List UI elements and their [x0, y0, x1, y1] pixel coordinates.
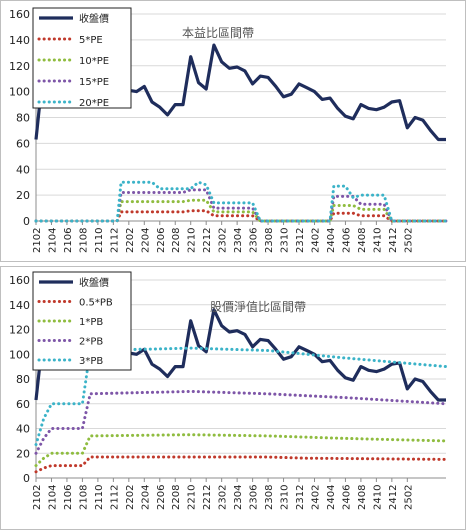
pb-chart-y-tick-label: 80 — [16, 373, 30, 386]
pb-chart-x-tick-label: 2304 — [233, 485, 244, 510]
pb-chart-x-tick-label: 2108 — [78, 485, 89, 510]
pb-chart-x-tick-label: 2310 — [280, 485, 291, 510]
pe-chart-legend-label: 10*PE — [79, 56, 109, 67]
pe-chart-y-tick-label: 40 — [16, 163, 30, 176]
pb-chart-x-tick-label: 2112 — [109, 485, 120, 510]
pe-chart-x-tick-label: 2410 — [372, 228, 383, 253]
pe-chart-y-tick-label: 20 — [16, 189, 30, 202]
pe-chart-x-tick-label: 2304 — [233, 228, 244, 253]
pe-band-chart-svg: 0 20 40 60 80 100 120 140 160 2102 2104 2106 2108 211… — [0, 0, 466, 262]
pe-chart-x-tick-label: 2404 — [326, 228, 337, 253]
pe-chart-x-tick-label: 2210 — [187, 228, 198, 253]
pe-chart-x-tick-label: 2206 — [156, 228, 167, 253]
pb-band-chart-svg: 0 20 40 60 80 100 120 140 160 2102 2104 2106 2108 211… — [0, 266, 466, 530]
pe-chart-y-tick-label: 140 — [9, 34, 30, 47]
pe-chart-x-tick-label: 2302 — [218, 228, 229, 253]
pe-chart-x-tick-label: 2406 — [341, 228, 352, 253]
pb-chart-x-tick-label: 2106 — [63, 485, 74, 510]
pe-chart-x-tick-label: 2306 — [249, 228, 260, 253]
pb-chart-legend-label: 2*PB — [79, 337, 103, 348]
pe-band-chart: 0 20 40 60 80 100 120 140 160 2102 2104 2106 2108 211… — [0, 0, 466, 262]
pb-chart-x-tick-label: 2212 — [202, 485, 213, 510]
pb-band-chart: 0 20 40 60 80 100 120 140 160 2102 2104 2106 2108 211… — [0, 266, 466, 530]
pe-chart-x-tick-label: 2104 — [47, 228, 58, 253]
pb-chart-y-tick-label: 120 — [9, 324, 30, 337]
pb-chart-x-tick-label: 2104 — [47, 485, 58, 510]
pb-chart-x-tick-label: 2312 — [295, 485, 306, 510]
pe-chart-x-tick-label: 2408 — [357, 228, 368, 253]
pe-chart-y-tick-label: 80 — [16, 112, 30, 125]
pb-chart-series-1 — [34, 455, 448, 474]
pb-chart-legend-label: 0.5*PB — [79, 298, 113, 309]
pe-chart-x-tick-label: 2502 — [403, 228, 414, 253]
pe-chart-y-tick-label: 60 — [16, 137, 30, 150]
pb-chart-legend-label: 3*PB — [79, 356, 103, 367]
pe-chart-x-tick-label: 2108 — [78, 228, 89, 253]
pb-chart-x-tick-label: 2206 — [156, 485, 167, 510]
pe-chart-y-tick-label: 100 — [9, 86, 30, 99]
pe-chart-legend-label: 20*PE — [79, 98, 109, 109]
pe-chart-x-tick-label: 2102 — [32, 228, 43, 253]
pe-chart-x-tick-label: 2310 — [280, 228, 291, 253]
pb-chart-x-tick-label: 2102 — [32, 485, 43, 510]
pb-chart-x-tick-label: 2110 — [94, 485, 105, 510]
pb-chart-x-tick-label: 2410 — [372, 485, 383, 510]
pe-chart-series-1 — [34, 209, 448, 223]
pb-chart-y-tick-label: 60 — [16, 398, 30, 411]
pe-chart-x-tick-label: 2312 — [295, 228, 306, 253]
pb-chart-x-tick-label: 2208 — [171, 485, 182, 510]
pe-chart-legend-label: 收盤價 — [79, 12, 109, 25]
pe-chart-x-tick-label: 2204 — [140, 228, 151, 253]
pb-chart-y-tick-label: 40 — [16, 423, 30, 436]
pb-chart-x-tick-label: 2210 — [187, 485, 198, 510]
pe-chart-x-tick-label: 2208 — [171, 228, 182, 253]
pb-chart-x-tick-label: 2502 — [403, 485, 414, 510]
pe-chart-x-tick-label: 2412 — [388, 228, 399, 253]
pe-chart-legend-label: 5*PE — [79, 35, 103, 46]
pe-chart-x-tick-label: 2402 — [310, 228, 321, 253]
pb-chart-series-3 — [34, 389, 448, 455]
pe-chart-x-tick-label: 2112 — [109, 228, 120, 253]
pe-chart-series-4 — [34, 180, 448, 223]
pe-chart-x-tick-label: 2202 — [125, 228, 136, 253]
pb-chart-y-tick-label: 20 — [16, 447, 30, 460]
pb-chart-x-tick-label: 2402 — [310, 485, 321, 510]
pb-chart-x-tick-label: 2202 — [125, 485, 136, 510]
pb-chart-y-tick-label: 100 — [9, 348, 30, 361]
pe-chart-x-tick-label: 2106 — [63, 228, 74, 253]
pb-chart-y-tick-label: 140 — [9, 299, 30, 312]
pe-chart-x-tick-label: 2308 — [264, 228, 275, 253]
pe-chart-legend-label: 15*PE — [79, 77, 109, 88]
pb-chart-x-tick-label: 2412 — [388, 485, 399, 510]
pe-chart-series-2 — [34, 198, 448, 223]
pb-chart-x-tick-label: 2408 — [357, 485, 368, 510]
pb-chart-y-tick-label: 0 — [23, 472, 30, 485]
pe-chart-y-tick-label: 160 — [9, 8, 30, 21]
pe-chart-legend — [32, 7, 132, 109]
pe-chart-y-tick-label: 0 — [23, 215, 30, 228]
pb-chart-x-tick-label: 2404 — [326, 485, 337, 510]
pb-chart-x-tick-label: 2302 — [218, 485, 229, 510]
pb-chart-y-tick-label: 160 — [9, 274, 30, 287]
pb-chart-legend-label: 收盤價 — [79, 276, 109, 289]
pb-chart-x-tick-label: 2204 — [140, 485, 151, 510]
pb-chart-x-tick-label: 2406 — [341, 485, 352, 510]
pe-chart-y-tick-label: 120 — [9, 60, 30, 73]
pb-chart-x-tick-label: 2308 — [264, 485, 275, 510]
pe-chart-x-tick-label: 2212 — [202, 228, 213, 253]
pe-chart-x-tick-label: 2110 — [94, 228, 105, 253]
pe-chart-title: 本益比區間帶 — [182, 26, 254, 40]
pb-chart-title: 股價淨值比區間帶 — [210, 299, 306, 314]
pb-chart-legend-label: 1*PB — [79, 317, 103, 328]
pb-chart-x-tick-label: 2306 — [249, 485, 260, 510]
